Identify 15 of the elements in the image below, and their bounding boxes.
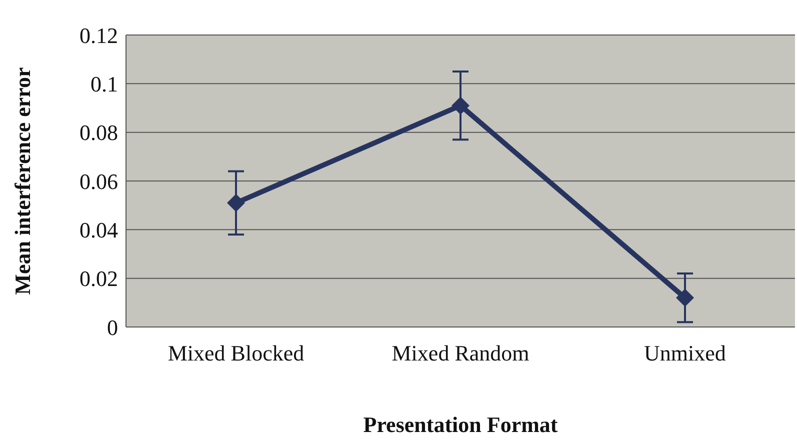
- x-tick-label: Mixed Blocked: [168, 340, 304, 366]
- x-tick-label: Unmixed: [644, 340, 726, 366]
- y-tick-label: 0.08: [80, 120, 118, 146]
- y-tick-label: 0.12: [80, 22, 118, 48]
- y-tick-label: 0.1: [90, 71, 118, 96]
- x-axis-title: Presentation Format: [363, 412, 558, 437]
- x-tick-label: Mixed Random: [392, 340, 530, 366]
- y-axis-title: Mean interference error: [10, 66, 35, 295]
- y-tick-label: 0: [107, 314, 118, 340]
- point: [676, 288, 694, 307]
- y-tick-label: 0.06: [80, 168, 118, 194]
- y-tick-label: 0.04: [80, 217, 118, 242]
- y-tick-label: 0.02: [80, 266, 118, 292]
- point: [227, 194, 245, 212]
- point: [452, 96, 470, 115]
